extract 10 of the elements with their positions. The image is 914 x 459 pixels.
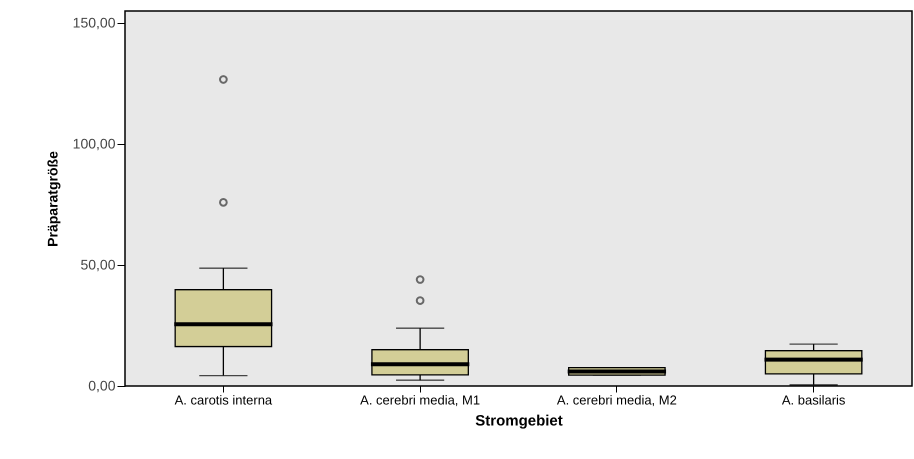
x-tick-label: A. cerebri media, M1 xyxy=(360,392,480,408)
x-tick-label: A. cerebri media, M2 xyxy=(556,392,677,408)
y-tick-label: 100,00 xyxy=(72,136,116,152)
y-tick-label: 0,00 xyxy=(88,378,116,394)
y-axis-title: Präparatgröße xyxy=(44,150,61,247)
y-tick-label: 150,00 xyxy=(72,14,116,31)
y-tick-label: 50,00 xyxy=(80,256,116,273)
x-axis-title: Stromgebiet xyxy=(475,412,563,430)
x-tick-label: A. basilaris xyxy=(782,392,846,408)
x-tick-label: A. carotis interna xyxy=(174,392,273,408)
